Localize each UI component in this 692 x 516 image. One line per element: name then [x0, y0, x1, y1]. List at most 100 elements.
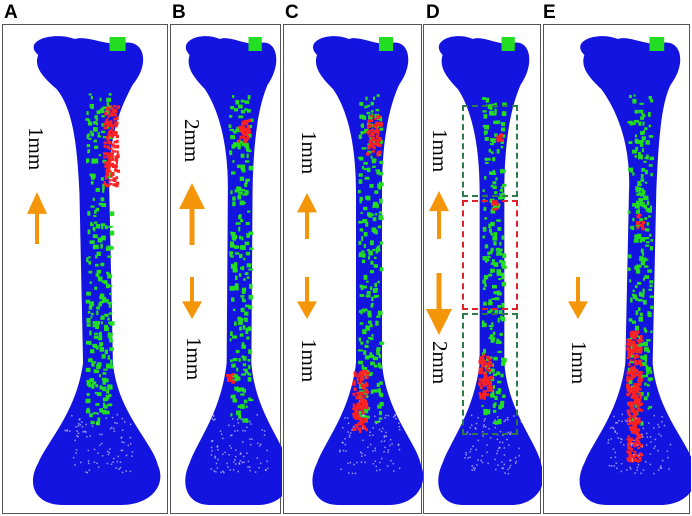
hotspot	[630, 421, 633, 425]
speckle	[247, 358, 251, 362]
speckle	[239, 245, 243, 250]
speckle	[371, 302, 374, 306]
lattice-dot	[349, 432, 352, 434]
speckle	[360, 286, 364, 291]
hotspot	[361, 404, 365, 408]
lattice-dot	[66, 429, 69, 431]
arrow-head	[429, 191, 449, 212]
lattice-dot	[223, 471, 225, 474]
high-strain-regions	[226, 119, 252, 384]
speckle	[105, 363, 111, 369]
speckle	[362, 308, 367, 311]
hotspot	[116, 169, 121, 173]
lattice-dot	[610, 456, 612, 459]
lattice-dot	[266, 460, 268, 463]
hotspot	[239, 135, 242, 140]
hotspot	[478, 392, 482, 395]
lattice-dot	[121, 449, 124, 452]
hotspot	[635, 390, 638, 394]
speckle	[641, 252, 645, 256]
lattice-dot	[216, 445, 219, 447]
lattice-dot	[607, 439, 610, 441]
speckle	[88, 305, 93, 310]
hotspot	[500, 138, 504, 142]
hotspot	[637, 339, 641, 343]
lattice-dot	[623, 444, 625, 446]
speckle	[641, 293, 645, 298]
speckle	[108, 393, 112, 397]
speckle	[370, 240, 374, 246]
hotspot	[108, 130, 112, 134]
hotspot	[627, 343, 632, 347]
hotspot	[361, 410, 364, 414]
lattice-dot	[472, 466, 475, 469]
lattice-dot	[83, 430, 86, 433]
arrow-head	[297, 193, 317, 213]
arrow-head	[179, 183, 205, 210]
speckle	[105, 283, 110, 289]
speckle	[365, 355, 370, 360]
speckle	[241, 266, 245, 271]
hotspot	[487, 382, 492, 386]
hotspot	[365, 428, 369, 432]
lattice-dot	[249, 469, 251, 472]
hotspot	[629, 367, 632, 372]
speckle	[359, 284, 363, 288]
hotspot	[355, 411, 359, 415]
lattice-dot	[81, 421, 83, 423]
speckle	[366, 340, 369, 344]
hotspot	[633, 374, 637, 378]
lattice-dot	[210, 468, 213, 470]
hotspot	[370, 128, 375, 132]
speckle	[493, 356, 498, 361]
lattice-dot	[610, 465, 613, 467]
hotspot	[352, 392, 356, 396]
bone-outline	[312, 36, 423, 505]
speckle	[641, 136, 646, 140]
speckle	[358, 385, 363, 389]
speckle	[92, 321, 97, 325]
speckle	[373, 96, 376, 100]
lattice-dot	[380, 430, 383, 433]
speckle	[359, 252, 363, 258]
speckle	[106, 102, 109, 106]
speckle	[483, 301, 487, 306]
lattice-dot	[351, 429, 353, 431]
speckle	[236, 164, 241, 168]
speckle	[372, 288, 376, 293]
speckle	[92, 324, 96, 328]
speckle	[490, 209, 496, 214]
speckle	[373, 228, 376, 234]
lattice-dot	[235, 455, 237, 458]
hotspot	[479, 396, 483, 400]
hotspot	[365, 402, 369, 407]
lattice-dot	[261, 429, 263, 431]
speckle	[238, 226, 241, 232]
speckle	[647, 349, 651, 353]
lattice-dot	[470, 424, 473, 426]
speckle	[641, 113, 645, 116]
speckle	[372, 204, 377, 208]
speckle	[101, 354, 106, 359]
lattice-dot	[654, 438, 657, 441]
speckle	[502, 169, 506, 173]
hotspot	[626, 375, 630, 379]
speckle	[640, 116, 645, 120]
hotspot	[227, 378, 231, 383]
speckle	[104, 298, 109, 303]
lattice-dot	[246, 452, 248, 455]
speckle	[230, 241, 234, 246]
speckle	[97, 135, 101, 138]
lattice-dot	[506, 438, 508, 441]
speckle	[230, 190, 233, 195]
speckle	[649, 295, 655, 298]
lattice-dot	[79, 418, 81, 420]
hotspot	[630, 395, 634, 398]
speckle	[370, 101, 374, 106]
hotspot	[492, 202, 497, 206]
lattice-dot	[614, 451, 616, 454]
hotspot	[115, 176, 119, 180]
lattice-dot	[394, 417, 397, 420]
lattice-dot	[499, 441, 501, 443]
hotspot	[352, 403, 355, 407]
